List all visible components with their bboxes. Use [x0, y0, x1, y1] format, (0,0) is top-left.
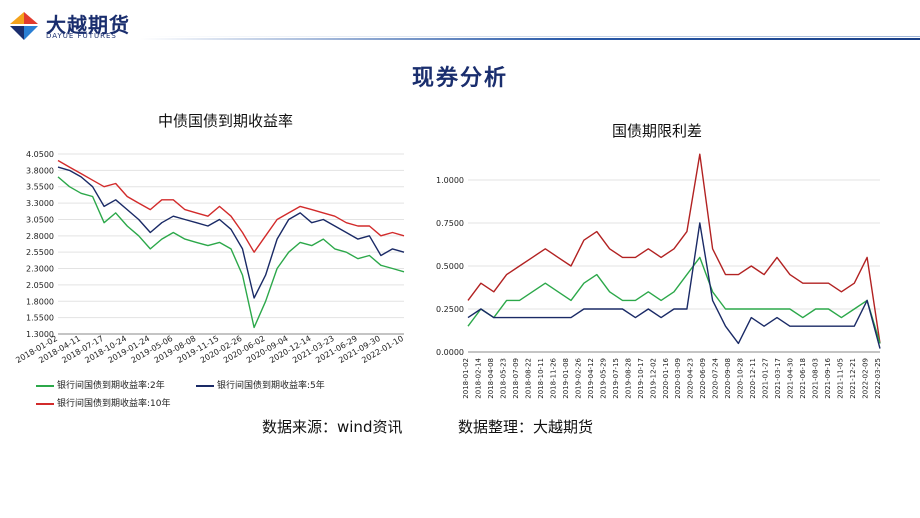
company-logo: 大越期货 DAYUE FUTURES: [8, 8, 148, 44]
header-rule-thin: [140, 36, 920, 37]
x-tick-label: 2018-04-08: [487, 358, 495, 399]
series-line-0: [467, 153, 881, 344]
left-chart-legend: 银行间国债到期收益率:2年 银行间国债到期收益率:5年 银行间国债到期收益率:1…: [36, 378, 416, 412]
legend-swatch-5y: [196, 384, 214, 387]
x-tick-label: 2018-05-23: [499, 358, 507, 399]
x-tick-label: 2018-07-09: [512, 358, 520, 399]
x-tick-label: 2020-06-09: [699, 358, 707, 399]
y-tick-label: 2.8000: [26, 232, 54, 241]
series-line-0: [57, 176, 405, 329]
y-tick-label: 3.5500: [26, 183, 54, 192]
y-tick-label: 0.2500: [436, 305, 464, 314]
x-tick-label: 2020-01-16: [662, 357, 670, 398]
y-tick-label: 3.0500: [26, 215, 54, 224]
y-tick-label: 0.7500: [436, 219, 464, 228]
series-line-1: [57, 166, 405, 299]
x-tick-label: 2018-11-26: [549, 357, 557, 398]
x-tick-label: 2021-11-05: [837, 358, 845, 399]
x-tick-label: 2021-03-17: [774, 358, 782, 399]
legend-item-10y: 银行间国债到期收益率:10年: [36, 396, 171, 409]
y-tick-label: 4.0500: [26, 150, 54, 159]
x-tick-label: 2018-08-22: [524, 358, 532, 399]
logo-mark-icon: [10, 12, 38, 40]
x-tick-label: 2022-03-25: [874, 358, 882, 399]
y-tick-label: 2.3000: [26, 265, 54, 274]
x-tick-label: 2019-02-26: [574, 357, 582, 398]
x-tick-label: 2021-01-27: [762, 358, 770, 399]
legend-swatch-10y: [36, 402, 54, 405]
x-tick-label: 2021-06-18: [799, 358, 807, 399]
logo-text-en: DAYUE FUTURES: [46, 32, 117, 40]
x-tick-label: 2020-04-23: [687, 358, 695, 399]
page-title: 现券分析: [411, 66, 508, 91]
y-tick-label: 1.0000: [436, 176, 464, 185]
y-tick-label: 2.5500: [26, 248, 54, 257]
x-tick-label: 2019-08-28: [624, 358, 632, 399]
x-tick-label: 2020-07-24: [712, 357, 720, 398]
x-tick-label: 2020-10-28: [737, 358, 745, 399]
right-chart-title: 国债期限利差: [612, 122, 703, 140]
x-tick-label: 2018-10-11: [537, 358, 545, 399]
x-tick-label: 2021-04-30: [787, 358, 795, 399]
x-tick-label: 2020-09-08: [724, 358, 732, 399]
header-rule: [140, 38, 920, 40]
y-tick-label: 2.0500: [26, 281, 54, 290]
legend-label-10y: 银行间国债到期收益率:10年: [57, 399, 171, 409]
y-tick-label: 3.8000: [26, 166, 54, 175]
series-line-2: [57, 159, 405, 253]
y-tick-label: 1.5500: [26, 314, 54, 323]
x-tick-label: 2019-12-02: [649, 358, 657, 399]
logo-text-cn: 大越期货: [46, 13, 130, 37]
x-tick-label: 2022-02-09: [862, 358, 870, 399]
legend-label-5y: 银行间国债到期收益率:5年: [217, 381, 325, 391]
x-tick-label: 2019-05-29: [599, 358, 607, 399]
data-compiler: 数据整理：大越期货: [458, 418, 594, 436]
legend-swatch-2y: [36, 384, 54, 387]
y-tick-label: 0.5000: [436, 262, 464, 271]
legend-label-2y: 银行间国债到期收益率:2年: [57, 381, 165, 391]
y-tick-label: 1.8000: [26, 297, 54, 306]
x-tick-label: 2021-12-21: [849, 358, 857, 399]
x-tick-label: 2019-10-17: [637, 358, 645, 399]
series-line-1: [467, 256, 881, 344]
data-source: 数据来源：wind资讯: [262, 418, 403, 436]
x-tick-label: 2021-09-16: [824, 357, 832, 398]
x-tick-label: 2020-03-09: [674, 358, 682, 399]
y-tick-label: 0.0000: [436, 348, 464, 357]
y-tick-label: 1.3000: [26, 330, 54, 339]
spread-chart: 1.0000 0.7500 0.5000 0.2500 0.00002018-01-02…: [436, 153, 882, 399]
x-tick-label: 2019-04-12: [587, 358, 595, 399]
header: 大越期货 DAYUE FUTURES: [0, 0, 920, 48]
x-tick-label: 2020-12-11: [749, 358, 757, 399]
yield-chart: 4.0500 3.8000 3.5500 3.3000 3.0500 2.8000 2.55…: [14, 150, 405, 365]
left-chart-title: 中债国债到期收益率: [158, 112, 294, 130]
legend-item-5y: 银行间国债到期收益率:5年: [196, 378, 325, 391]
x-tick-label: 2018-02-14: [474, 357, 482, 398]
legend-item-2y: 银行间国债到期收益率:2年: [36, 378, 165, 391]
series-line-2: [467, 222, 881, 349]
y-tick-label: 3.3000: [26, 199, 54, 208]
x-tick-label: 2021-08-03: [812, 358, 820, 399]
x-tick-label: 2019-07-15: [612, 358, 620, 399]
x-tick-label: 2018-01-02: [462, 358, 470, 399]
x-tick-label: 2019-01-08: [562, 358, 570, 399]
